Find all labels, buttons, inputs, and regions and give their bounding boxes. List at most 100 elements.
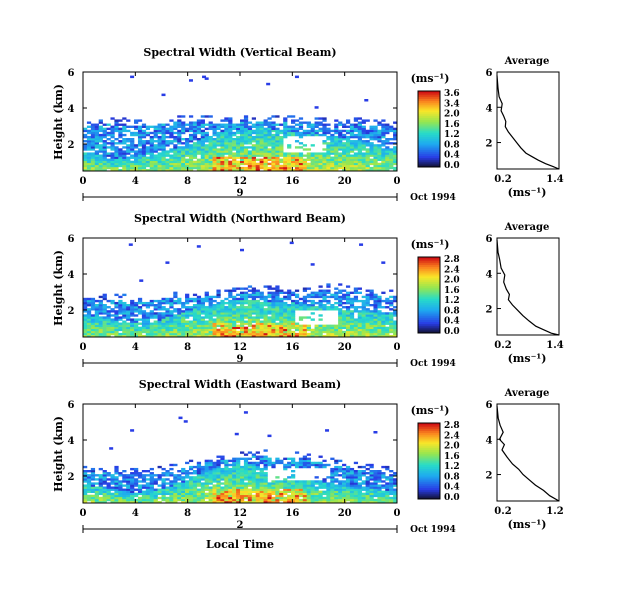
heatmap-cell [310,166,315,170]
heatmap-cell [177,482,182,485]
heatmap-cell [369,328,374,332]
heatmap-cell [83,129,88,133]
heatmap-cell [330,308,335,311]
heatmap-cell [145,150,151,153]
heatmap-cell [389,308,394,311]
heatmap-cell [365,144,370,147]
heatmap-cell [153,129,158,133]
heatmap-cell [216,486,221,489]
heatmap-cell [232,295,237,299]
heatmap-cell [134,156,139,159]
heatmap-cell [294,164,300,168]
heatmap-cell [291,121,296,124]
heatmap-cell [212,166,217,170]
heatmap-cell [157,320,162,323]
heatmap-cell [381,486,386,489]
heatmap-cell [228,318,233,321]
heatmap-cell [389,301,394,305]
heatmap-cell [137,150,143,153]
heatmap-cell [259,148,264,151]
heatmap-cell [232,306,237,309]
heatmap-cell [130,478,135,481]
heatmap-cell [294,482,300,485]
heatmap-cell [373,299,378,303]
heatmap-cell [302,166,308,170]
heatmap-cell [161,484,166,487]
heatmap-cell [357,322,362,325]
heatmap-cell [220,138,225,141]
heatmap-cell [381,330,386,334]
heatmap-cell [338,148,343,151]
heatmap-cell [361,152,366,155]
heatmap-cell [157,152,162,155]
heatmap-cell [98,158,103,161]
heatmap-cell [345,291,351,294]
heatmap-cell [275,322,280,325]
heatmap-cell [220,314,225,317]
heatmap-cell [283,123,288,126]
heatmap-cell [302,164,308,168]
y-axis: 642 [68,68,397,151]
heatmap-cell [334,494,339,498]
heatmap-cell [173,486,178,489]
heatmap-cell [204,312,209,315]
heatmap-cell [385,314,390,317]
heatmap-cell [204,492,209,496]
heatmap-cell [228,490,233,493]
heatmap-cell [169,310,174,313]
heatmap-cell [196,470,202,473]
heatmap-cell [114,326,119,330]
heatmap-cell [330,146,335,149]
heatmap-cell [94,146,99,149]
heatmap-cell [275,318,280,321]
heatmap-cell [275,334,280,338]
heatmap-cell [181,131,186,135]
heatmap-cell [236,316,241,319]
heatmap-cell [220,470,225,473]
heatmap-cell [192,494,198,498]
heatmap-cell [365,158,370,161]
y-tick-label: 4 [68,104,75,115]
heatmap-cell [302,498,308,502]
heatmap-cell [259,320,264,323]
colorbar-swatch [418,157,440,160]
heatmap-cell [165,328,170,332]
heatmap-cell [83,140,88,143]
heatmap-cell [83,158,88,161]
heatmap-cell [161,474,166,477]
heatmap-cell [306,156,311,159]
heatmap-cell [126,144,131,147]
heatmap-cell [232,328,237,332]
heatmap-cell [365,316,370,319]
heatmap-cell [287,295,292,299]
heatmap-cell [247,498,253,502]
heatmap-cell [267,310,272,313]
heatmap-cell [373,324,378,327]
heatmap-cell [90,322,96,325]
heatmap-cell [279,131,284,135]
heatmap-cell [98,150,103,153]
heatmap-cell [349,166,355,170]
heatmap-cell [94,334,99,338]
heatmap-cell [294,308,300,311]
heatmap-cell [287,291,292,294]
heatmap-cell [259,160,264,164]
heatmap-cell [165,500,170,504]
heatmap-cell [177,131,182,135]
colorbar-tick-label: 2.4 [444,431,460,441]
heatmap-cell [361,494,366,498]
heatmap-cell [393,146,398,149]
heatmap-cell [114,148,119,151]
heatmap-cell [251,312,256,315]
colorbar-swatch [418,434,440,437]
heatmap-cell [177,162,182,166]
heatmap-cell [247,324,253,327]
heatmap-cell [306,484,311,487]
heatmap-cell [204,308,209,311]
heatmap-cell [294,306,300,309]
heatmap-cell [345,332,351,336]
heatmap-cell [330,324,335,327]
heatmap-cell [342,295,347,299]
sparse-echo-cell [289,241,294,245]
heatmap-cell [165,301,170,305]
